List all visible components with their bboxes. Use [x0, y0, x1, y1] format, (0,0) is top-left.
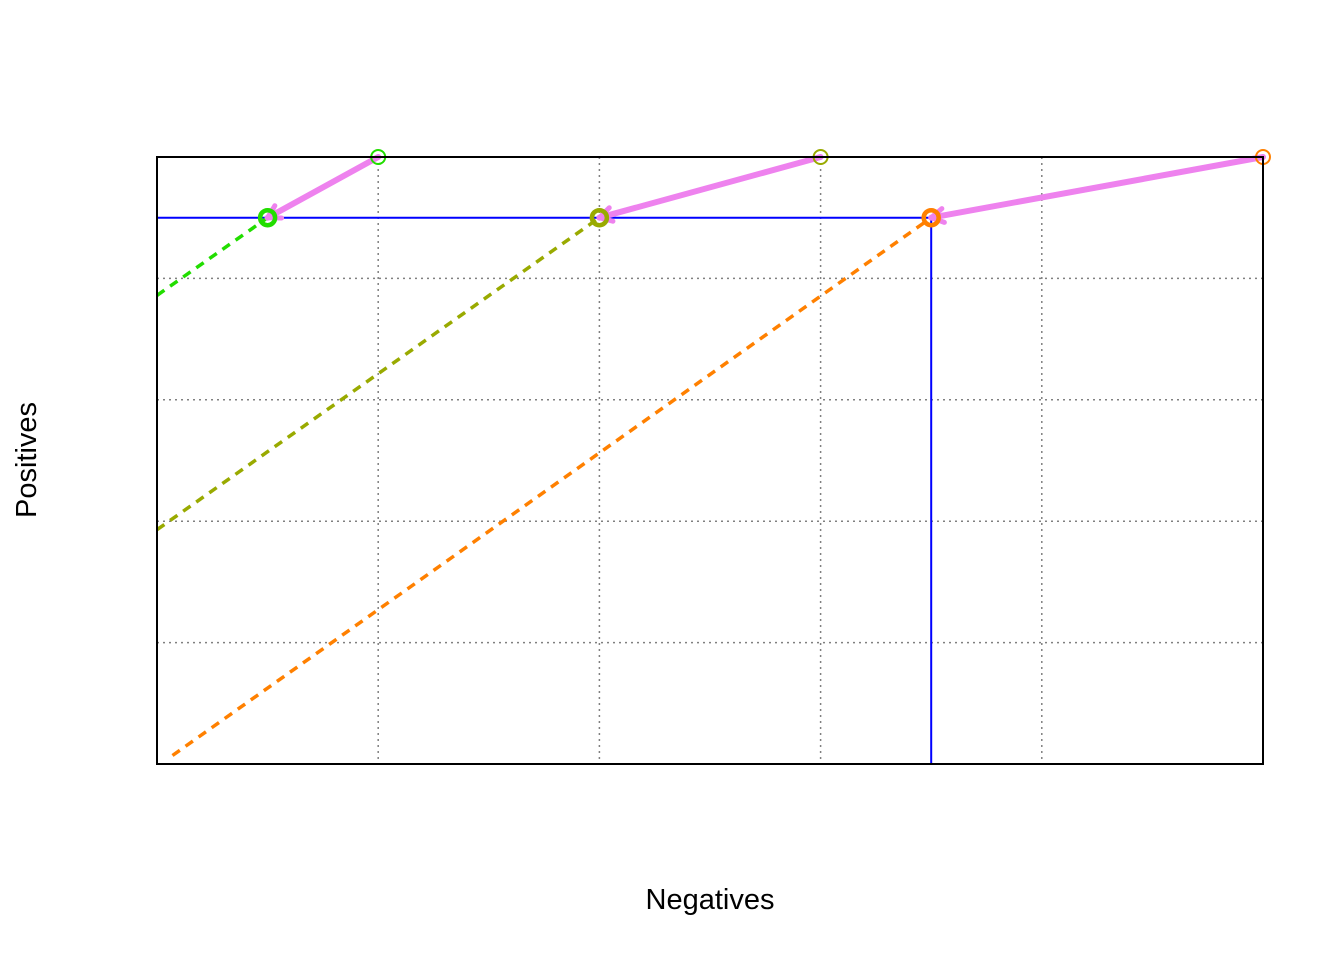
isocost-lines: [157, 216, 933, 757]
grid: [157, 157, 1263, 764]
y-axis-title: Positives: [11, 402, 43, 518]
move-arrow-0: [264, 154, 382, 221]
point-marker-0: [257, 207, 278, 228]
isocost-line-0: [157, 216, 269, 297]
point-marker-1: [589, 207, 610, 228]
move-arrow-1: [596, 154, 824, 221]
point-marker-2: [921, 207, 941, 228]
x-axis-title: Negatives: [646, 884, 775, 916]
move-arrow-2: [928, 154, 1266, 221]
move-arrows: [264, 154, 1266, 225]
isocost-line-2: [171, 216, 933, 757]
plot-frame: [156, 156, 1264, 765]
isocost-line-1: [157, 216, 601, 532]
points: [257, 149, 1271, 228]
